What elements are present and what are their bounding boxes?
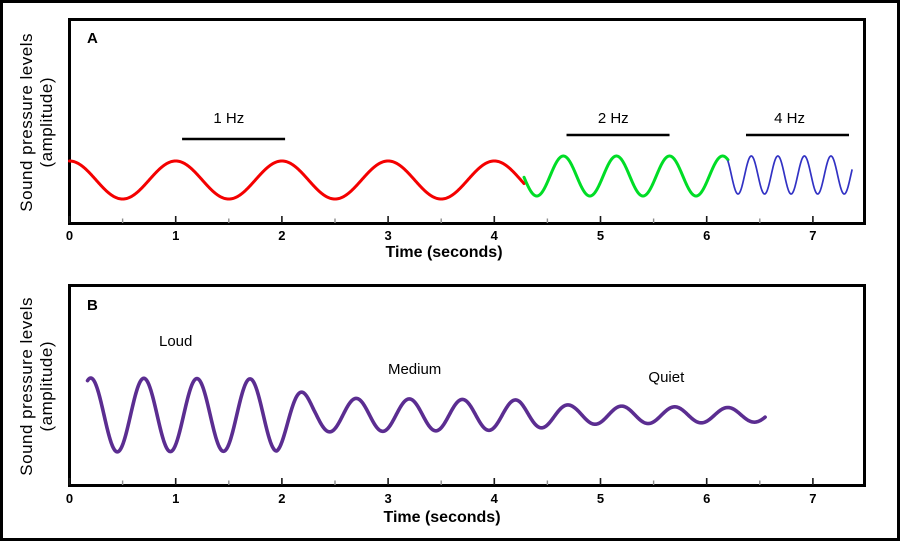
x-tick-label-B-0: 0 xyxy=(65,491,74,506)
x-tick-label-B-7: 7 xyxy=(809,491,817,506)
x-tick-label-B-4: 4 xyxy=(490,491,498,506)
panel-b-y-axis-label: Sound pressure levels (amplitude) xyxy=(9,284,65,488)
y-axis-label-line1: Sound pressure levels xyxy=(17,296,36,476)
axis-box-A xyxy=(68,18,866,225)
wave-4-hz-tone xyxy=(727,155,853,195)
freq-label-1hz: 1 Hz xyxy=(213,110,245,127)
freq-label-4hz: 4 Hz xyxy=(774,110,805,127)
x-tick-label-B-3: 3 xyxy=(384,491,392,506)
loudness-label-loud: Loud xyxy=(159,333,193,350)
panel-a-y-axis-label: Sound pressure levels (amplitude) xyxy=(9,18,65,226)
loudness-label-medium: Medium xyxy=(387,361,442,378)
panel-a-x-axis-label: Time (seconds) xyxy=(385,244,503,261)
freq-label-2hz: 2 Hz xyxy=(597,110,629,127)
x-tick-label-B-5: 5 xyxy=(596,491,605,506)
x-tick-label-A-4: 4 xyxy=(490,228,498,243)
loudness-label-quiet: Quiet xyxy=(648,369,685,386)
wave-decaying-loudness-tone xyxy=(85,376,767,454)
x-tick-label-B-6: 6 xyxy=(703,491,711,506)
plot-area-a xyxy=(68,18,866,225)
plot-area-b xyxy=(68,284,866,487)
x-tick-label-A-0: 0 xyxy=(65,228,74,243)
x-tick-label-B-2: 2 xyxy=(278,491,286,506)
wave-1-hz-tone xyxy=(68,159,526,201)
x-tick-label-A-1: 1 xyxy=(172,228,180,243)
y-axis-label-line2: (amplitude) xyxy=(37,76,56,168)
x-tick-label-A-5: 5 xyxy=(596,228,605,243)
panel-a-letter: A xyxy=(87,30,98,47)
x-tick-label-B-1: 1 xyxy=(172,491,180,506)
panel-b-x-axis-label: Time (seconds) xyxy=(383,509,501,526)
x-tick-label-A-3: 3 xyxy=(384,228,392,243)
axis-box-B xyxy=(68,284,866,487)
x-tick-label-A-6: 6 xyxy=(703,228,711,243)
y-axis-label-line2: (amplitude) xyxy=(37,340,56,432)
x-tick-label-A-7: 7 xyxy=(809,228,817,243)
wave-2-hz-tone xyxy=(522,154,730,198)
x-tick-label-A-2: 2 xyxy=(278,228,286,243)
panel-b-letter: B xyxy=(87,297,98,314)
y-axis-label-line1: Sound pressure levels xyxy=(17,32,36,212)
